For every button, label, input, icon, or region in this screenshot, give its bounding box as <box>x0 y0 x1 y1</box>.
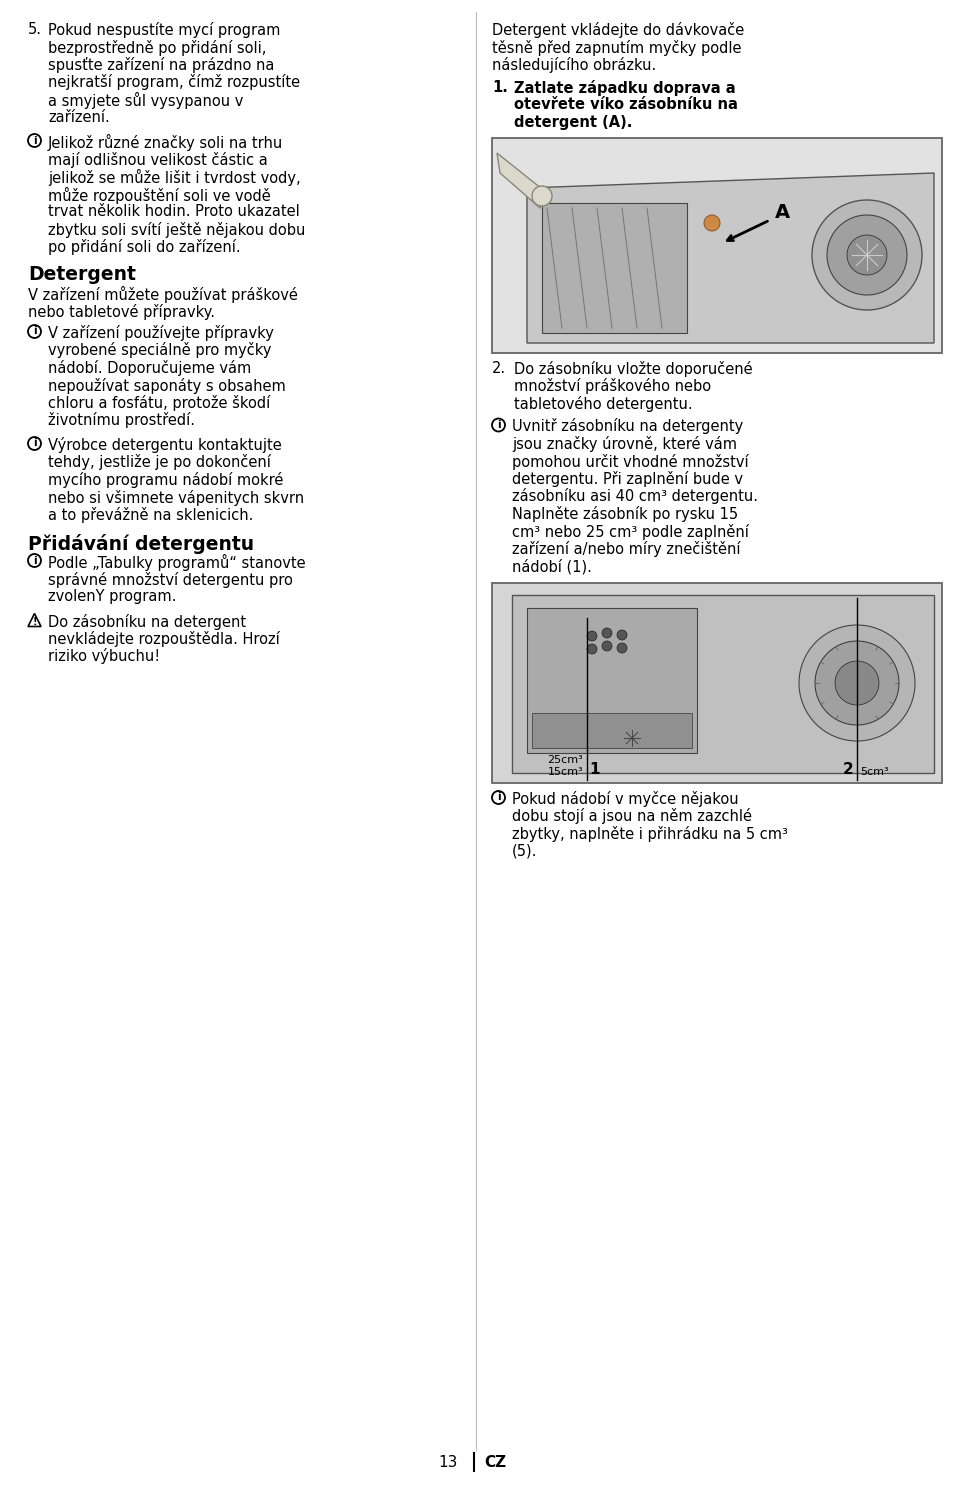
Text: životnímu prostředí.: životnímu prostředí. <box>48 413 195 429</box>
Text: CZ: CZ <box>484 1455 506 1470</box>
Text: zbytku soli svítí ještě nějakou dobu: zbytku soli svítí ještě nějakou dobu <box>48 221 305 238</box>
Text: jsou značky úrovně, které vám: jsou značky úrovně, které vám <box>512 437 737 451</box>
Text: vyrobené speciálně pro myčky: vyrobené speciálně pro myčky <box>48 343 272 358</box>
Text: následujícího obrázku.: následujícího obrázku. <box>492 56 657 73</box>
FancyBboxPatch shape <box>492 138 942 353</box>
Text: trvat několik hodin. Proto ukazatel: trvat několik hodin. Proto ukazatel <box>48 203 300 218</box>
Text: zbytky, naplněte i přihrádku na 5 cm³: zbytky, naplněte i přihrádku na 5 cm³ <box>512 826 788 842</box>
Text: Uvnitř zásobníku na detergenty: Uvnitř zásobníku na detergenty <box>512 419 743 435</box>
Text: !: ! <box>33 616 36 627</box>
Circle shape <box>815 642 899 725</box>
Text: zvolenY program.: zvolenY program. <box>48 590 177 604</box>
Text: riziko výbuchu!: riziko výbuchu! <box>48 649 160 664</box>
Text: Naplněte zásobník po rysku 15: Naplněte zásobník po rysku 15 <box>512 506 738 523</box>
Text: a to převážně na sklenicich.: a to převážně na sklenicich. <box>48 506 253 523</box>
Circle shape <box>602 628 612 639</box>
Text: Pokud nespustíte mycí program: Pokud nespustíte mycí program <box>48 22 280 39</box>
Circle shape <box>587 631 597 642</box>
Text: 13: 13 <box>439 1455 458 1470</box>
Text: Pokud nádobí v myčce nějakou: Pokud nádobí v myčce nějakou <box>512 792 738 806</box>
Text: pomohou určit vhodné množství: pomohou určit vhodné množství <box>512 453 749 469</box>
Text: spusťte zařízení na prázdno na: spusťte zařízení na prázdno na <box>48 56 275 73</box>
Circle shape <box>827 215 907 296</box>
Polygon shape <box>527 607 697 753</box>
Text: po přidání soli do zařízení.: po přidání soli do zařízení. <box>48 239 241 255</box>
Text: nádobí. Doporučujeme vám: nádobí. Doporučujeme vám <box>48 359 252 376</box>
Text: i: i <box>33 438 36 448</box>
Circle shape <box>847 235 887 275</box>
Circle shape <box>799 625 915 741</box>
Text: nebo si všimnete vápenitych skvrn: nebo si všimnete vápenitych skvrn <box>48 490 304 505</box>
Text: i: i <box>496 793 500 802</box>
Text: i: i <box>33 135 36 146</box>
Text: nejkratší program, čímž rozpustíte: nejkratší program, čímž rozpustíte <box>48 74 300 91</box>
Text: těsně před zapnutím myčky podle: těsně před zapnutím myčky podle <box>492 40 741 55</box>
Text: Podle „Tabulky programů“ stanovte: Podle „Tabulky programů“ stanovte <box>48 554 305 572</box>
Circle shape <box>835 661 879 705</box>
Text: nebo tabletové přípravky.: nebo tabletové přípravky. <box>28 303 215 319</box>
Text: nevkládejte rozpouštědla. Hrozí: nevkládejte rozpouštědla. Hrozí <box>48 631 279 647</box>
Polygon shape <box>497 153 547 208</box>
Text: jelikož se může lišit i tvrdost vody,: jelikož se může lišit i tvrdost vody, <box>48 169 300 186</box>
Text: chloru a fosfátu, protože škodí: chloru a fosfátu, protože škodí <box>48 395 271 411</box>
Text: množství práškového nebo: množství práškového nebo <box>514 379 711 395</box>
Text: Jelikož různé značky soli na trhu: Jelikož různé značky soli na trhu <box>48 134 283 151</box>
Text: Zatlate západku doprava a: Zatlate západku doprava a <box>514 80 735 95</box>
Circle shape <box>617 643 627 653</box>
Circle shape <box>532 186 552 206</box>
Text: 15cm³: 15cm³ <box>547 766 583 777</box>
Text: Výrobce detergentu kontaktujte: Výrobce detergentu kontaktujte <box>48 437 281 453</box>
Text: detergentu. Při zaplnění bude v: detergentu. Při zaplnění bude v <box>512 471 743 487</box>
Text: Do zásobníku na detergent: Do zásobníku na detergent <box>48 613 246 630</box>
Text: mycího programu nádobí mokré: mycího programu nádobí mokré <box>48 472 283 489</box>
Text: (5).: (5). <box>512 843 538 858</box>
Circle shape <box>602 642 612 650</box>
Text: zásobníku asi 40 cm³ detergentu.: zásobníku asi 40 cm³ detergentu. <box>512 489 758 505</box>
FancyBboxPatch shape <box>492 584 942 783</box>
Text: detergent (A).: detergent (A). <box>514 114 633 129</box>
Text: 2: 2 <box>842 762 853 777</box>
Text: a smyjete sůl vysypanou v: a smyjete sůl vysypanou v <box>48 92 244 108</box>
Polygon shape <box>512 595 934 774</box>
Text: 25cm³: 25cm³ <box>547 754 583 765</box>
Text: Detergent: Detergent <box>28 266 136 285</box>
Text: 5.: 5. <box>28 22 42 37</box>
Text: i: i <box>33 555 36 566</box>
Polygon shape <box>532 713 692 748</box>
Text: 1.: 1. <box>492 80 508 95</box>
Text: tabletového detergentu.: tabletového detergentu. <box>514 396 692 411</box>
Text: V zařízení můžete používat práškové: V zařízení můžete používat práškové <box>28 287 298 303</box>
Text: nepoužívat saponáty s obsahem: nepoužívat saponáty s obsahem <box>48 377 286 394</box>
Circle shape <box>587 644 597 653</box>
Text: zařízení a/nebo míry znečištění: zařízení a/nebo míry znečištění <box>512 541 740 557</box>
Circle shape <box>812 200 922 310</box>
Text: mají odlišnou velikost částic a: mají odlišnou velikost částic a <box>48 151 268 168</box>
Text: 1: 1 <box>589 762 599 777</box>
Text: Do zásobníku vložte doporučené: Do zásobníku vložte doporučené <box>514 361 753 377</box>
Text: bezprostředně po přidání soli,: bezprostředně po přidání soli, <box>48 40 266 55</box>
Polygon shape <box>527 172 934 343</box>
Polygon shape <box>542 203 687 333</box>
Text: tehdy, jestliže je po dokončení: tehdy, jestliže je po dokončení <box>48 454 271 471</box>
Text: zařízení.: zařízení. <box>48 110 109 125</box>
Text: cm³ nebo 25 cm³ podle zaplnění: cm³ nebo 25 cm³ podle zaplnění <box>512 524 749 539</box>
Text: V zařízení používejte přípravky: V zařízení používejte přípravky <box>48 325 274 342</box>
Text: dobu stojí a jsou na něm zazchlé: dobu stojí a jsou na něm zazchlé <box>512 808 752 824</box>
Text: 5cm³: 5cm³ <box>860 766 889 777</box>
Text: A: A <box>775 203 789 223</box>
Text: Přidávání detergentu: Přidávání detergentu <box>28 533 254 554</box>
Text: může rozpouštění soli ve vodě: může rozpouštění soli ve vodě <box>48 187 271 203</box>
Circle shape <box>704 215 720 232</box>
Text: správné množství detergentu pro: správné množství detergentu pro <box>48 572 293 588</box>
Circle shape <box>617 630 627 640</box>
Text: otevřete víko zásobníku na: otevřete víko zásobníku na <box>514 97 738 111</box>
Text: i: i <box>496 420 500 431</box>
Text: 2.: 2. <box>492 361 506 376</box>
Text: Detergent vkládejte do dávkovače: Detergent vkládejte do dávkovače <box>492 22 744 39</box>
Text: i: i <box>33 327 36 337</box>
Text: nádobí (1).: nádobí (1). <box>512 558 592 575</box>
